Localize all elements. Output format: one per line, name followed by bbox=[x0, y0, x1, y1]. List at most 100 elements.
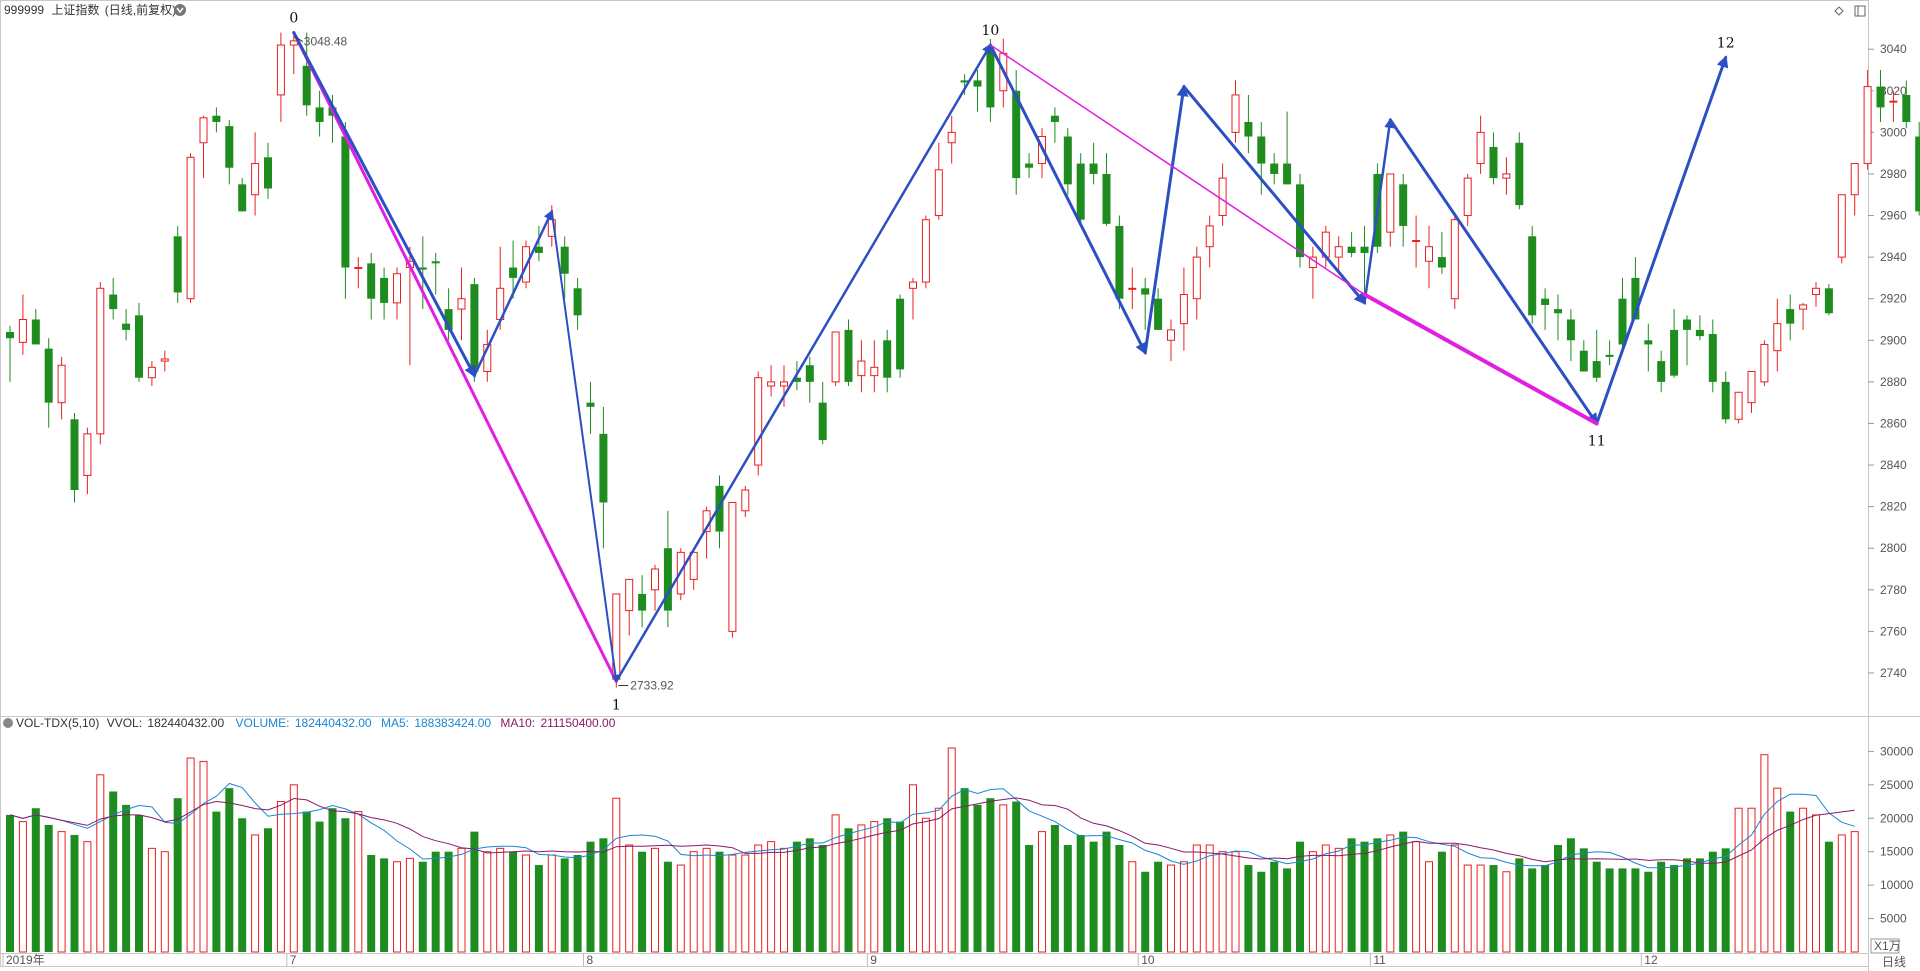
price-tick-label: 2760 bbox=[1880, 624, 1907, 638]
period-label[interactable]: 日线 bbox=[1882, 955, 1906, 969]
candle bbox=[418, 236, 427, 310]
candle bbox=[315, 90, 324, 137]
candle-body-down bbox=[1076, 163, 1085, 220]
candle-body-up bbox=[947, 131, 956, 144]
candle-body-up bbox=[1412, 239, 1421, 242]
volume-header: VOL-TDX(5,10) VVOL: 182440432.00 VOLUME:… bbox=[3, 716, 616, 730]
candle bbox=[1915, 121, 1920, 216]
restore-icon[interactable] bbox=[1854, 5, 1866, 17]
chevron-down-icon[interactable] bbox=[174, 4, 186, 16]
volume-bar-up bbox=[1734, 807, 1743, 953]
volume-bar-up bbox=[1218, 851, 1227, 953]
volume-bar-down bbox=[1824, 841, 1833, 952]
candle bbox=[586, 381, 595, 434]
volume-bar-down bbox=[225, 788, 234, 952]
volume-ma5-line bbox=[9, 782, 1855, 869]
volume-bar-down bbox=[1141, 871, 1150, 952]
volume-bar-up bbox=[1747, 807, 1756, 953]
wave-line bbox=[1143, 84, 1189, 355]
ma5-label: MA5: bbox=[381, 716, 409, 730]
volume-bar-down bbox=[173, 798, 182, 952]
volume-bar-up bbox=[96, 774, 105, 953]
candle-body-up bbox=[1167, 329, 1175, 341]
volume-tick-label: 15000 bbox=[1880, 845, 1914, 859]
candle-body-down bbox=[1695, 329, 1704, 337]
diamond-icon[interactable] bbox=[1834, 6, 1844, 16]
volume-bar-up bbox=[276, 801, 285, 953]
price-tick-label: 3000 bbox=[1880, 125, 1907, 139]
wave-line bbox=[473, 209, 554, 377]
volume-bar-up bbox=[857, 824, 866, 953]
gear-icon[interactable] bbox=[3, 718, 13, 728]
volume-bar-down bbox=[1605, 868, 1614, 952]
candle bbox=[728, 501, 737, 638]
candle bbox=[276, 32, 285, 122]
candle bbox=[83, 427, 92, 495]
volume-bar-up bbox=[870, 821, 879, 953]
candle-body-down bbox=[341, 136, 350, 268]
candle-body-up bbox=[1231, 94, 1240, 133]
candle-body-up bbox=[1179, 294, 1188, 325]
volume-bar-down bbox=[805, 838, 814, 952]
candle-body-up bbox=[651, 568, 659, 591]
volume-bar-down bbox=[418, 861, 427, 952]
unit-label: X1万 bbox=[1874, 939, 1901, 953]
volume-bar-up bbox=[921, 817, 930, 953]
candle-body-up bbox=[1128, 287, 1137, 290]
candle-body-up bbox=[909, 281, 917, 289]
volume-bar-down bbox=[444, 851, 453, 952]
volume-bar-down bbox=[1076, 834, 1085, 952]
volume-bar-down bbox=[1592, 861, 1601, 952]
price-tick-label: 2920 bbox=[1880, 292, 1907, 306]
candle bbox=[1528, 225, 1537, 324]
candle-body-down bbox=[1089, 163, 1098, 174]
candle bbox=[805, 356, 814, 403]
volume-bar-up bbox=[1179, 861, 1188, 953]
candle-body-down bbox=[1541, 298, 1550, 305]
price-tick-label: 2740 bbox=[1880, 666, 1907, 680]
candle bbox=[870, 340, 879, 393]
volume-bar-up bbox=[289, 784, 298, 953]
volume-bar-down bbox=[534, 865, 543, 952]
candle-body-down bbox=[225, 126, 234, 168]
candle-body-down bbox=[431, 261, 440, 264]
candle bbox=[147, 361, 156, 387]
volume-bar-down bbox=[1618, 868, 1627, 952]
candle bbox=[186, 153, 195, 303]
candle bbox=[1231, 80, 1240, 143]
candle bbox=[444, 288, 453, 341]
volume-bar-down bbox=[1644, 871, 1653, 952]
volume-bar-down bbox=[1270, 861, 1279, 952]
candle-body-down bbox=[1489, 146, 1498, 179]
volume-bar-down bbox=[1115, 845, 1124, 952]
candle bbox=[947, 115, 956, 164]
chart-header: 999999 上证指数 (日线,前复权) bbox=[4, 2, 186, 17]
volume-bar-down bbox=[1721, 848, 1730, 952]
candle-body-up bbox=[1863, 86, 1872, 165]
candle bbox=[1734, 391, 1743, 424]
volume-bar-down bbox=[986, 798, 995, 952]
candle bbox=[367, 252, 376, 320]
candle-body-down bbox=[1631, 277, 1640, 320]
candle-body-down bbox=[883, 340, 892, 378]
candle bbox=[1863, 69, 1872, 170]
candle-body-down bbox=[315, 107, 324, 122]
candle-body-down bbox=[1605, 354, 1614, 357]
candle-body-up bbox=[289, 40, 298, 46]
candle bbox=[1618, 277, 1627, 351]
candle-body-down bbox=[70, 419, 79, 490]
candle bbox=[625, 578, 634, 636]
candle-body-up bbox=[857, 360, 866, 377]
candle bbox=[1437, 232, 1446, 274]
candle-body-down bbox=[31, 319, 40, 345]
candle-body-up bbox=[1773, 323, 1782, 352]
volume-bar-down bbox=[135, 814, 143, 952]
volume-bar-down bbox=[1683, 858, 1691, 952]
volume-bar-up bbox=[676, 864, 685, 953]
volume-bar-down bbox=[1296, 841, 1304, 952]
candle bbox=[264, 142, 272, 199]
candle bbox=[57, 356, 66, 420]
volume-bar-up bbox=[1308, 851, 1317, 953]
candle-body-up bbox=[251, 163, 260, 196]
